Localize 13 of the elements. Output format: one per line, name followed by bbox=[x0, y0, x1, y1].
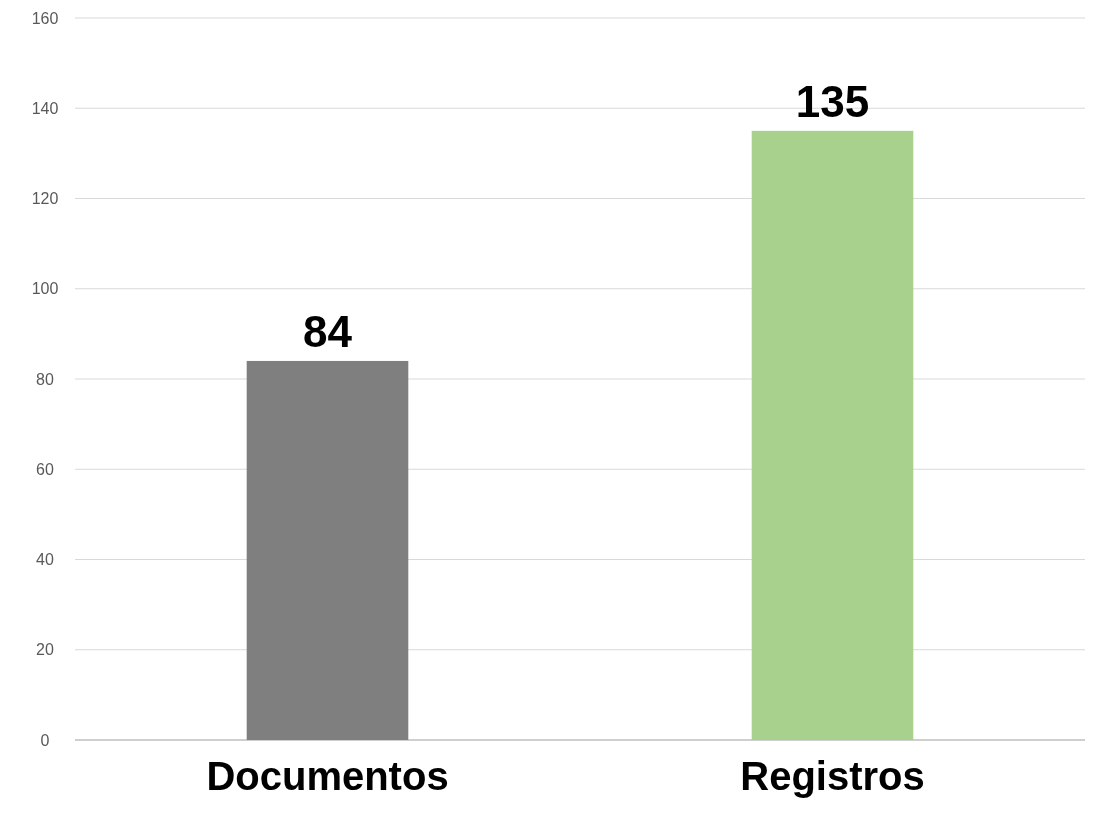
y-tick-label: 80 bbox=[36, 370, 54, 388]
y-tick-label: 100 bbox=[31, 280, 59, 298]
y-tick-label: 40 bbox=[36, 551, 54, 569]
y-tick-label: 140 bbox=[31, 99, 59, 117]
y-tick-label: 160 bbox=[31, 9, 59, 27]
y-tick-label: 120 bbox=[31, 190, 59, 208]
data-label: 135 bbox=[795, 76, 870, 126]
x-tick-label: Documentos bbox=[206, 754, 449, 798]
y-tick-label: 20 bbox=[36, 641, 54, 659]
x-tick-label: Registros bbox=[740, 754, 925, 798]
y-tick-label: 60 bbox=[36, 460, 54, 478]
data-label: 84 bbox=[303, 306, 353, 356]
y-tick-label: 0 bbox=[40, 731, 50, 749]
